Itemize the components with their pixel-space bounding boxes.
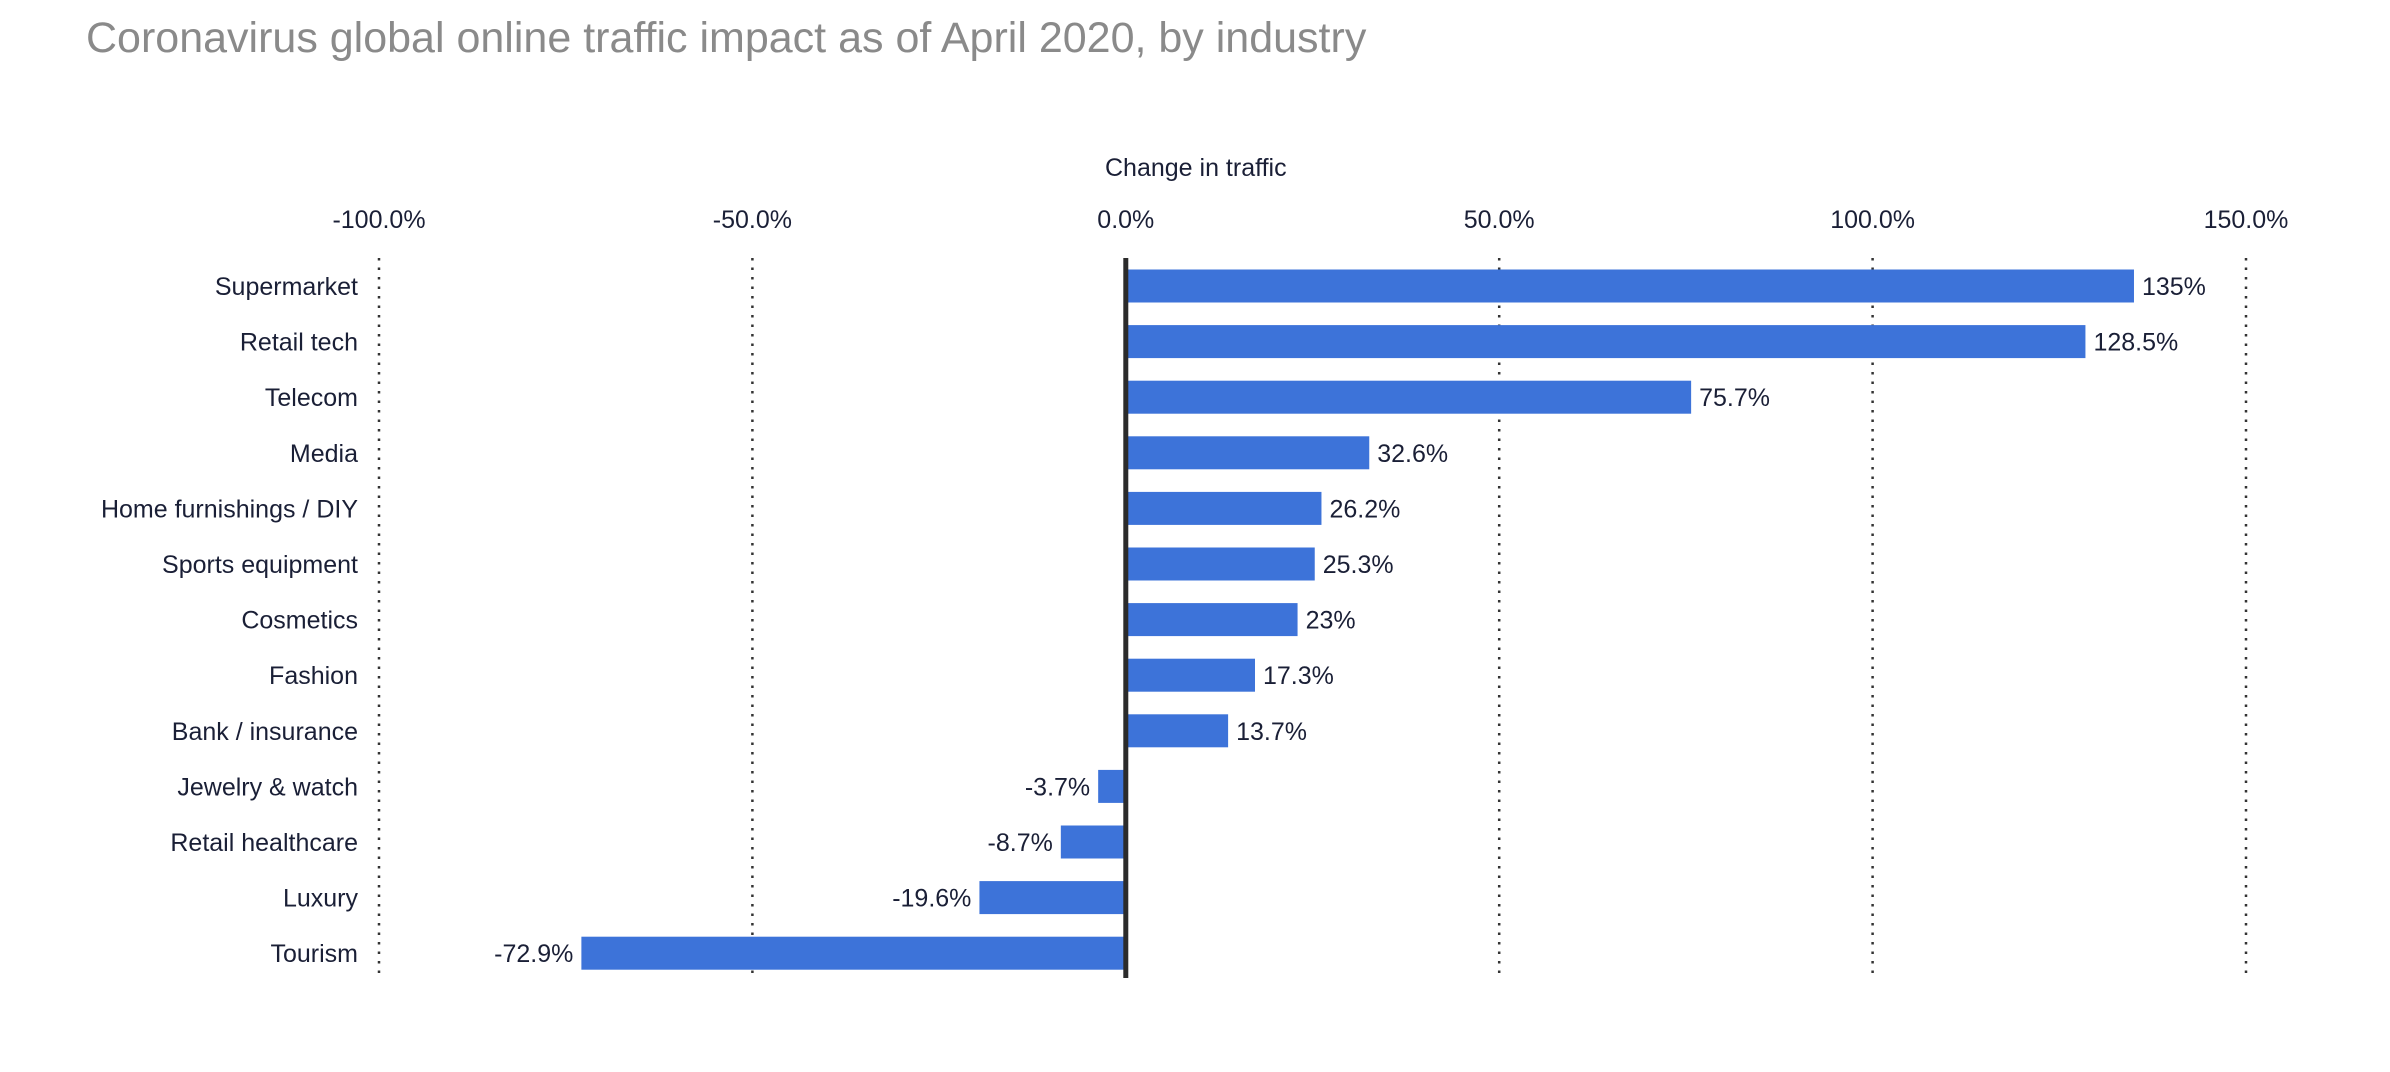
data-label: 23% [1306, 607, 1356, 635]
data-label: -8.7% [988, 829, 1053, 857]
bar [1125, 714, 1229, 748]
labels: Change in traffic -100.0% -50.0% 0.0% 50.0% 1… [101, 154, 2288, 968]
data-label: -3.7% [1025, 773, 1090, 801]
data-label: 13.7% [1236, 718, 1307, 746]
data-label: 135% [2142, 273, 2206, 301]
category-label: Jewelry & watch [177, 773, 358, 801]
category-label: Fashion [269, 662, 358, 690]
category-label: Media [290, 440, 358, 468]
bars [581, 269, 2134, 970]
bar [1125, 547, 1315, 581]
category-label: Tourism [270, 940, 358, 968]
category-label: Supermarket [215, 273, 358, 301]
x-tick-label: -100.0% [332, 206, 425, 234]
data-label: 128.5% [2093, 329, 2178, 357]
bar [1125, 491, 1322, 525]
category-label: Home furnishings / DIY [101, 495, 358, 523]
data-label: -19.6% [892, 885, 971, 913]
data-label: 25.3% [1323, 551, 1394, 579]
x-tick-label: 150.0% [2204, 206, 2289, 234]
x-tick-label: 100.0% [1830, 206, 1915, 234]
x-tick-label: -50.0% [713, 206, 792, 234]
category-label: Cosmetics [241, 607, 358, 635]
data-label: 17.3% [1263, 662, 1334, 690]
bar [1125, 325, 2086, 359]
x-tick-label: 0.0% [1097, 206, 1154, 234]
bar [1125, 658, 1255, 692]
bar [1125, 436, 1370, 470]
category-label: Luxury [283, 885, 359, 913]
grid-lines [377, 258, 2248, 978]
x-axis-title: Change in traffic [1105, 154, 1287, 182]
x-tick-label: 50.0% [1464, 206, 1535, 234]
bar [1125, 603, 1298, 637]
bar [581, 936, 1126, 970]
bar [1060, 825, 1126, 859]
category-label: Sports equipment [162, 551, 358, 579]
category-label: Telecom [265, 384, 358, 412]
data-label: 26.2% [1329, 495, 1400, 523]
data-label: -72.9% [494, 940, 573, 968]
category-label: Retail healthcare [170, 829, 358, 857]
category-label: Bank / insurance [172, 718, 358, 746]
chart-title: Coronavirus global online traffic impact… [86, 14, 1367, 62]
bar [1125, 269, 2134, 303]
category-label: Retail tech [240, 329, 358, 357]
bar [1098, 769, 1126, 803]
bar [979, 881, 1126, 915]
data-label: 75.7% [1699, 384, 1770, 412]
data-label: 32.6% [1377, 440, 1448, 468]
bar [1125, 380, 1692, 414]
